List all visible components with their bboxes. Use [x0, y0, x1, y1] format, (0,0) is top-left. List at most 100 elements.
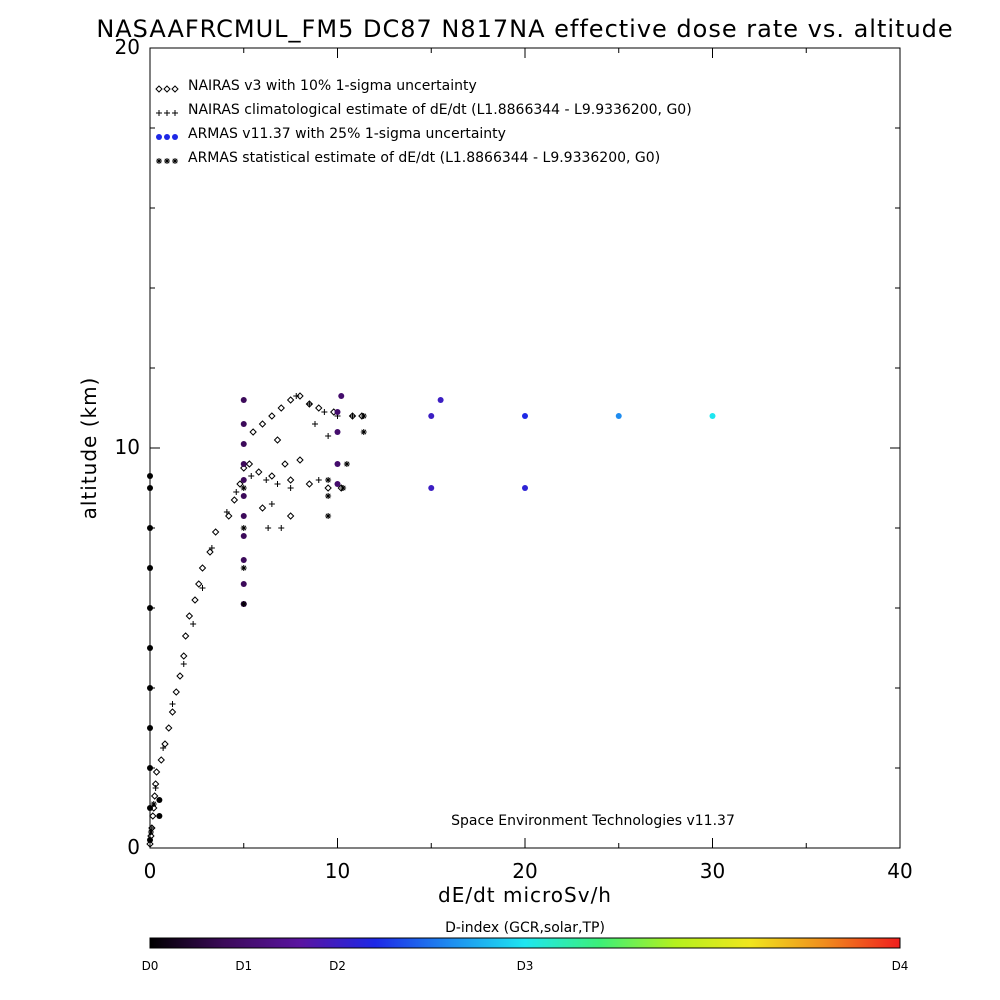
data-point: [325, 493, 332, 499]
data-point: [334, 481, 341, 487]
colorbar-label: D0: [142, 959, 159, 973]
axis-ticks: [149, 47, 901, 849]
data-point: [343, 461, 350, 467]
y-axis-title: altitude (km): [77, 377, 101, 520]
data-point: [150, 801, 157, 807]
data-point: [293, 393, 300, 399]
data-point: [223, 509, 230, 515]
legend-marker: [172, 134, 178, 140]
legend-label: NAIRAS climatological estimate of dE/dt …: [188, 102, 692, 118]
data-point: [248, 473, 255, 479]
data-point: [522, 413, 528, 419]
data-point: [709, 413, 716, 419]
data-point: [240, 397, 247, 403]
colorbar: [149, 937, 901, 949]
plot-frame: [149, 47, 901, 849]
data-point: [305, 480, 314, 488]
data-point: [268, 501, 275, 507]
legend-marker: [171, 85, 179, 93]
data-point: [324, 484, 332, 492]
data-point: [176, 672, 184, 680]
data-point: [522, 485, 528, 491]
data-point: [315, 404, 323, 412]
data-point: [274, 481, 281, 487]
data-point: [240, 461, 247, 467]
data-point: [147, 473, 153, 479]
data-point: [147, 829, 154, 835]
data-point: [296, 456, 304, 464]
data-point: [249, 428, 257, 436]
data-point: [147, 525, 153, 531]
data-point: [240, 581, 247, 587]
data-point: [296, 392, 304, 400]
data-point: [240, 493, 247, 499]
data-point: [148, 825, 155, 831]
data-point: [161, 740, 169, 748]
data-point: [147, 685, 153, 691]
data-point: [156, 813, 163, 819]
data-point: [277, 404, 285, 412]
data-point: [195, 580, 203, 588]
x-tick-labels: 0 10 20 30 40: [144, 859, 913, 883]
y-tick-labels: 0 10 20: [115, 35, 140, 859]
data-point: [615, 413, 622, 419]
data-point: [147, 805, 153, 811]
data-point: [147, 765, 153, 771]
data-point: [240, 601, 247, 607]
data-point: [208, 545, 215, 551]
colorbar-title: D-index (GCR,solar,TP): [445, 920, 605, 936]
data-point: [181, 632, 190, 640]
data-point: [340, 485, 347, 491]
series-filled-dot: [147, 393, 716, 843]
data-point: [428, 485, 435, 491]
data-point: [168, 708, 177, 716]
data-point: [240, 565, 247, 571]
legend-marker: [163, 85, 171, 93]
data-point: [147, 605, 153, 611]
series-plus: [148, 393, 356, 831]
x-tick-label: 20: [512, 859, 537, 883]
data-point: [180, 661, 187, 667]
colorbar-label: D2: [329, 959, 346, 973]
legend-marker: [172, 110, 178, 116]
colorbar-label: D1: [235, 959, 252, 973]
x-tick-label: 10: [325, 859, 350, 883]
data-point: [165, 724, 173, 732]
legend-marker: [172, 158, 178, 164]
data-point: [258, 420, 267, 428]
data-point: [149, 812, 157, 820]
data-point: [230, 496, 239, 504]
data-point: [240, 533, 247, 539]
data-point: [240, 525, 247, 531]
colorbar-labels: D0 D1 D2 D3 D4: [142, 959, 909, 973]
data-point: [286, 476, 295, 484]
data-point: [240, 485, 247, 491]
data-point: [258, 504, 267, 512]
data-point: [325, 477, 332, 483]
data-point: [306, 401, 313, 407]
data-point: [147, 725, 153, 731]
data-point: [321, 409, 328, 415]
data-point: [240, 513, 247, 519]
colorbar-label: D4: [892, 959, 909, 973]
data-point: [240, 557, 247, 563]
data-point: [263, 477, 270, 483]
data-point: [334, 461, 341, 467]
legend-entry: ARMAS statistical estimate of dE/dt (L1.…: [156, 150, 660, 166]
legend-marker: [156, 110, 162, 116]
legend-entry: NAIRAS climatological estimate of dE/dt …: [156, 102, 692, 118]
data-point: [191, 596, 199, 604]
x-tick-label: 40: [887, 859, 912, 883]
data-point: [240, 464, 248, 472]
data-point: [281, 460, 289, 468]
data-point: [240, 421, 247, 427]
data-point: [211, 528, 220, 536]
data-point: [146, 840, 154, 848]
data-point: [198, 564, 207, 572]
legend-marker: [156, 158, 162, 164]
x-tick-label: 30: [700, 859, 725, 883]
data-point: [233, 489, 240, 495]
data-point: [325, 513, 332, 519]
data-point: [349, 413, 356, 419]
